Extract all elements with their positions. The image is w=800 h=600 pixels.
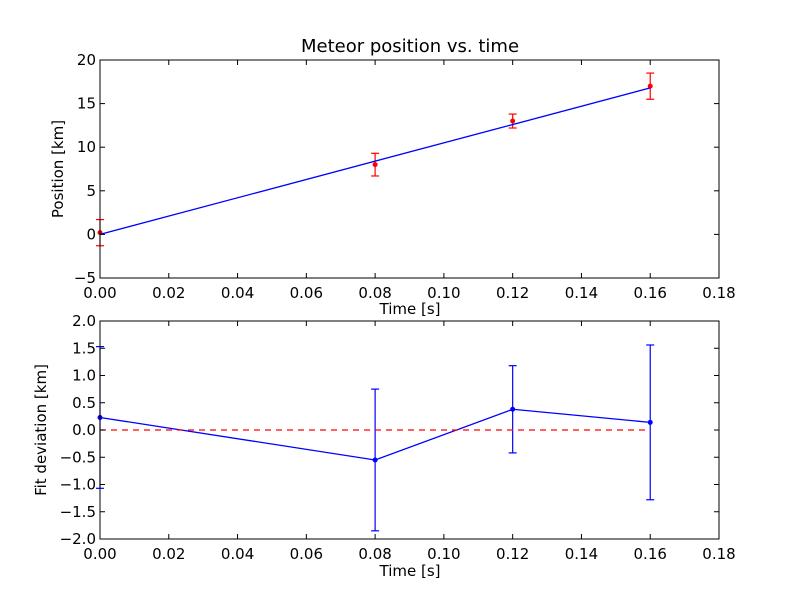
deviation-line: [99, 408, 651, 461]
fit-line: [99, 87, 651, 236]
x-tick-label: 0.02: [152, 284, 185, 302]
y-tick-label: 5: [86, 182, 96, 200]
y-tick-label: −1.0: [60, 476, 96, 494]
data-point: [647, 83, 653, 89]
deviation-plot: 0.00 0.02 0.04 0.06 0.08 0.10 0.12 0.14 0.16 0.18…: [32, 312, 736, 580]
data-point: [510, 118, 516, 124]
x-tick-label: 0.08: [358, 284, 391, 302]
position-plot: Meteor position vs. time 0.00 0.02 0.04 0.0…: [49, 36, 736, 318]
x-tick-label: 0.12: [496, 284, 529, 302]
y-tick-label: 2.0: [72, 312, 96, 330]
y-tick-label: 1.5: [72, 339, 96, 357]
x-axis-label: Time [s]: [379, 300, 441, 318]
y-axis-label: Position [km]: [49, 120, 67, 218]
x-tick-label: 0.16: [634, 545, 667, 563]
y-tick-label: 0.0: [72, 421, 96, 439]
x-tick-label: 0.06: [290, 284, 323, 302]
x-tick-label: 0.00: [83, 284, 116, 302]
x-tick-label: 0.04: [221, 545, 254, 563]
plot-frame: [99, 59, 720, 279]
x-tick-label: 0.10: [427, 284, 460, 302]
y-tick-label: −2.0: [60, 530, 96, 548]
x-tick-label: 0.10: [427, 545, 460, 563]
data-point: [372, 162, 378, 168]
y-tick-label: −5: [74, 269, 96, 287]
x-tick-label: 0.06: [290, 545, 323, 563]
x-tick-label: 0.02: [152, 545, 185, 563]
chart-title: Meteor position vs. time: [301, 36, 519, 57]
y-tick-label: 10: [77, 138, 96, 156]
x-tick-label: 0.18: [702, 284, 735, 302]
x-tick-label: 0.08: [358, 545, 391, 563]
data-point: [510, 406, 516, 412]
x-tick-label: 0.04: [221, 284, 254, 302]
y-tick-label: −0.5: [60, 448, 96, 466]
y-tick-label: 1.0: [72, 367, 96, 385]
y-axis-label: Fit deviation [km]: [32, 364, 50, 496]
data-point: [372, 457, 378, 463]
y-tick-label: −1.5: [60, 503, 96, 521]
y-tick-label: 0: [86, 225, 96, 243]
x-tick-label: 0.00: [83, 545, 116, 563]
data-point: [647, 419, 653, 425]
x-tick-label: 0.18: [702, 545, 735, 563]
y-tick-label: 15: [77, 95, 96, 113]
y-tick-label: 0.5: [72, 394, 96, 412]
x-tick-label: 0.14: [565, 284, 598, 302]
x-tick-label: 0.14: [565, 545, 598, 563]
x-tick-label: 0.16: [634, 284, 667, 302]
x-axis-label: Time [s]: [379, 562, 441, 580]
x-tick-label: 0.12: [496, 545, 529, 563]
y-tick-label: 20: [77, 51, 96, 69]
